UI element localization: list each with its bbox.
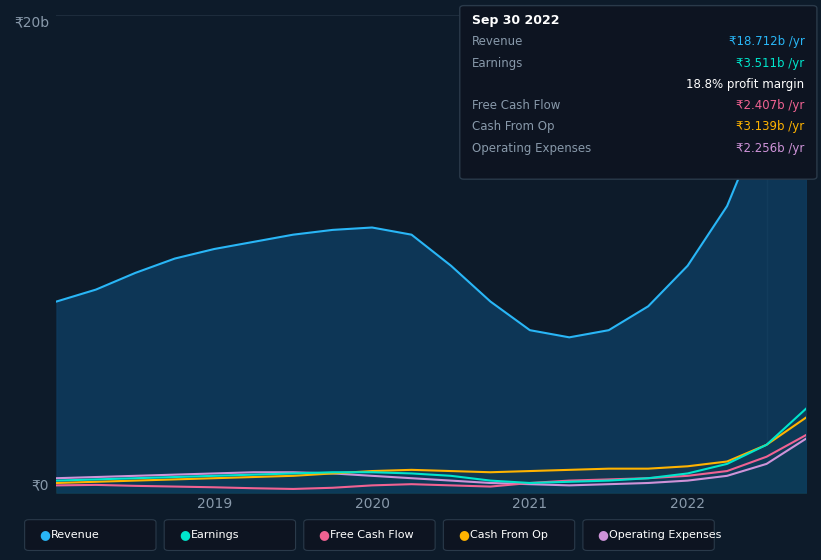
Text: ₹3.511b /yr: ₹3.511b /yr <box>736 57 805 69</box>
Text: ●: ● <box>598 528 608 542</box>
Text: ₹20b: ₹20b <box>14 15 49 29</box>
Text: ●: ● <box>458 528 469 542</box>
Text: 18.8% profit margin: 18.8% profit margin <box>686 78 805 91</box>
Text: Free Cash Flow: Free Cash Flow <box>330 530 414 540</box>
Text: ₹0: ₹0 <box>31 479 49 493</box>
Text: Free Cash Flow: Free Cash Flow <box>472 99 561 112</box>
Text: Operating Expenses: Operating Expenses <box>472 142 591 155</box>
Text: Cash From Op: Cash From Op <box>470 530 548 540</box>
Text: Earnings: Earnings <box>190 530 239 540</box>
Text: ₹3.139b /yr: ₹3.139b /yr <box>736 120 805 133</box>
Text: Sep 30 2022: Sep 30 2022 <box>472 14 560 27</box>
Text: ●: ● <box>319 528 329 542</box>
Text: ●: ● <box>179 528 190 542</box>
Text: ₹2.407b /yr: ₹2.407b /yr <box>736 99 805 112</box>
Text: Earnings: Earnings <box>472 57 524 69</box>
Text: Operating Expenses: Operating Expenses <box>609 530 722 540</box>
Text: ●: ● <box>39 528 50 542</box>
Text: Revenue: Revenue <box>51 530 99 540</box>
Text: Cash From Op: Cash From Op <box>472 120 554 133</box>
Text: ₹2.256b /yr: ₹2.256b /yr <box>736 142 805 155</box>
Text: ₹18.712b /yr: ₹18.712b /yr <box>729 35 805 48</box>
Text: Revenue: Revenue <box>472 35 524 48</box>
